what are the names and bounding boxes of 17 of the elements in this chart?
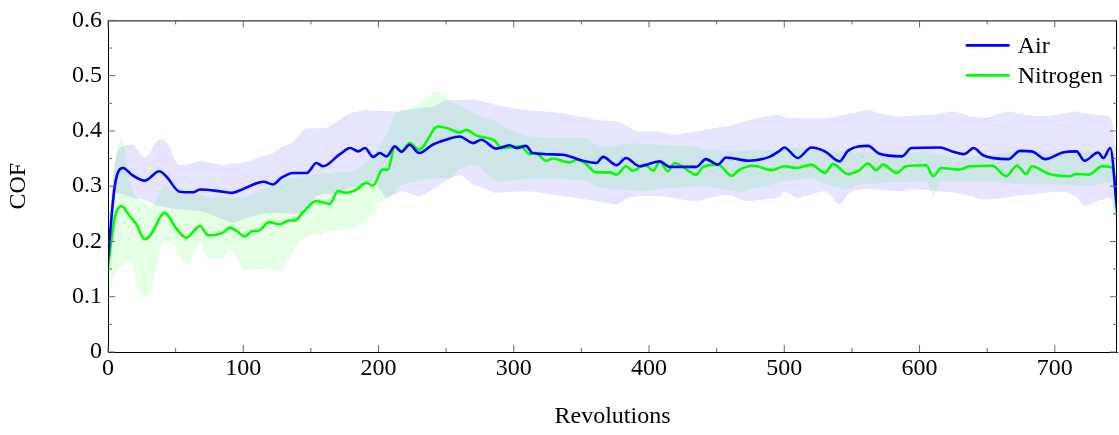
legend-label: Air: [1017, 31, 1050, 58]
x-tick-label: 700: [1036, 353, 1073, 380]
y-axis-title: COF: [3, 162, 30, 210]
x-tick-label: 500: [766, 353, 803, 380]
y-tick-label: 0.5: [72, 60, 102, 87]
x-tick-label: 200: [360, 353, 397, 380]
y-tick-label: 0.4: [72, 116, 102, 143]
x-tick-label: 600: [901, 353, 938, 380]
legend-label: Nitrogen: [1017, 61, 1103, 88]
x-tick-label: 100: [225, 353, 262, 380]
x-tick-label: 400: [631, 353, 668, 380]
x-tick-label: 300: [495, 353, 532, 380]
y-tick-label: 0.3: [72, 171, 102, 198]
y-tick-label: 0.1: [72, 282, 102, 309]
x-axis-title: Revolutions: [554, 401, 671, 428]
y-tick-label: 0.2: [72, 226, 102, 253]
y-tick-label: 0.6: [72, 5, 102, 32]
